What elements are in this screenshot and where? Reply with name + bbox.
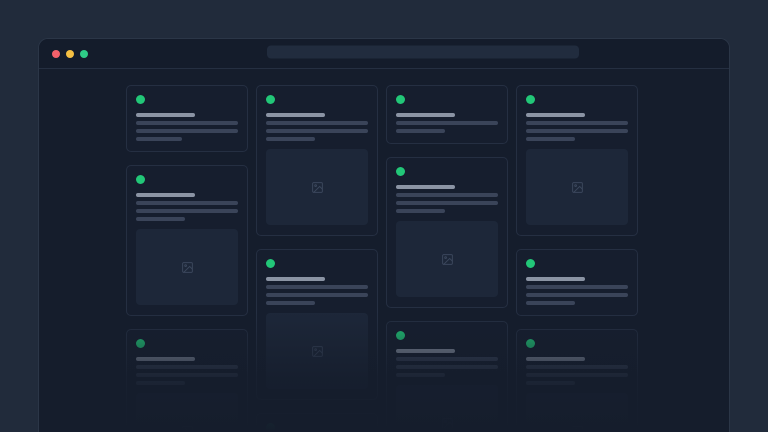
- card-column: [516, 85, 638, 432]
- card-title-placeholder: [396, 185, 456, 189]
- image-placeholder-icon: [441, 253, 454, 266]
- card-title-placeholder: [136, 113, 196, 117]
- card-body-line-placeholder: [136, 121, 238, 125]
- content-card[interactable]: [386, 85, 508, 144]
- status-indicator-dot: [526, 95, 535, 104]
- card-thumbnail[interactable]: [526, 149, 628, 225]
- card-thumbnail[interactable]: [526, 393, 628, 432]
- card-body-line-placeholder: [396, 365, 498, 369]
- card-column: [256, 85, 378, 432]
- card-body-line-placeholder: [396, 193, 498, 197]
- card-body-line-placeholder: [526, 129, 628, 133]
- card-body-line-placeholder: [396, 129, 445, 133]
- close-window-button[interactable]: [52, 49, 60, 58]
- card-body-line-placeholder: [136, 365, 238, 369]
- address-bar-input[interactable]: [267, 45, 579, 59]
- status-indicator-dot: [266, 95, 275, 104]
- content-card[interactable]: [256, 249, 378, 400]
- content-card[interactable]: [386, 157, 508, 308]
- image-placeholder-icon: [441, 417, 454, 430]
- card-body-line-placeholder: [526, 293, 628, 297]
- card-thumbnail[interactable]: [136, 393, 238, 432]
- card-body-line-placeholder: [396, 373, 445, 377]
- card-thumbnail[interactable]: [396, 385, 498, 432]
- status-indicator-dot: [396, 95, 405, 104]
- card-thumbnail[interactable]: [396, 221, 498, 297]
- card-title-placeholder: [266, 113, 326, 117]
- card-body-line-placeholder: [526, 301, 575, 305]
- content-card[interactable]: [126, 165, 248, 316]
- card-body-line-placeholder: [396, 201, 498, 205]
- card-body-line-placeholder: [136, 209, 238, 213]
- content-card[interactable]: [386, 321, 508, 432]
- content-card[interactable]: [516, 329, 638, 432]
- card-grid: [126, 85, 646, 432]
- status-indicator-dot: [526, 259, 535, 268]
- status-indicator-dot: [136, 339, 145, 348]
- card-title-placeholder: [136, 357, 196, 361]
- card-body-line-placeholder: [266, 285, 368, 289]
- minimize-window-button[interactable]: [66, 49, 74, 58]
- card-title-placeholder: [136, 193, 196, 197]
- card-body-line-placeholder: [526, 121, 628, 125]
- card-thumbnail[interactable]: [266, 313, 368, 389]
- card-title-placeholder: [526, 357, 586, 361]
- card-body-line-placeholder: [266, 121, 368, 125]
- image-placeholder-icon: [181, 261, 194, 274]
- image-placeholder-icon: [311, 345, 324, 358]
- content-card[interactable]: [516, 85, 638, 236]
- image-placeholder-icon: [571, 425, 584, 432]
- content-card[interactable]: [256, 85, 378, 236]
- browser-titlebar: [39, 39, 729, 69]
- image-placeholder-icon: [311, 181, 324, 194]
- content-card[interactable]: [126, 85, 248, 152]
- card-body-line-placeholder: [526, 381, 575, 385]
- card-body-line-placeholder: [396, 121, 498, 125]
- maximize-window-button[interactable]: [80, 49, 88, 58]
- page-viewport: [39, 69, 729, 432]
- status-indicator-dot: [396, 331, 405, 340]
- status-indicator-dot: [396, 167, 405, 176]
- content-card[interactable]: [256, 413, 378, 432]
- card-body-line-placeholder: [136, 373, 238, 377]
- card-body-line-placeholder: [526, 285, 628, 289]
- card-body-line-placeholder: [266, 293, 368, 297]
- card-body-line-placeholder: [526, 137, 575, 141]
- card-body-line-placeholder: [526, 365, 628, 369]
- card-body-line-placeholder: [266, 301, 315, 305]
- status-indicator-dot: [266, 423, 275, 432]
- status-indicator-dot: [136, 95, 145, 104]
- card-body-line-placeholder: [136, 137, 182, 141]
- card-body-line-placeholder: [136, 129, 238, 133]
- card-body-line-placeholder: [396, 209, 445, 213]
- card-body-line-placeholder: [526, 373, 628, 377]
- card-title-placeholder: [526, 277, 586, 281]
- card-title-placeholder: [526, 113, 586, 117]
- card-column: [126, 85, 248, 432]
- card-body-line-placeholder: [266, 129, 368, 133]
- content-card[interactable]: [126, 329, 248, 432]
- card-thumbnail[interactable]: [136, 229, 238, 305]
- card-title-placeholder: [266, 277, 326, 281]
- window-controls: [52, 49, 88, 58]
- card-column: [386, 85, 508, 432]
- image-placeholder-icon: [571, 181, 584, 194]
- card-title-placeholder: [396, 113, 456, 117]
- card-body-line-placeholder: [136, 201, 238, 205]
- card-body-line-placeholder: [266, 137, 315, 141]
- card-thumbnail[interactable]: [266, 149, 368, 225]
- card-body-line-placeholder: [396, 357, 498, 361]
- status-indicator-dot: [266, 259, 275, 268]
- status-indicator-dot: [136, 175, 145, 184]
- content-card[interactable]: [516, 249, 638, 316]
- card-body-line-placeholder: [136, 217, 185, 221]
- card-title-placeholder: [396, 349, 456, 353]
- image-placeholder-icon: [181, 425, 194, 432]
- browser-window: [38, 38, 730, 432]
- card-body-line-placeholder: [136, 381, 185, 385]
- status-indicator-dot: [526, 339, 535, 348]
